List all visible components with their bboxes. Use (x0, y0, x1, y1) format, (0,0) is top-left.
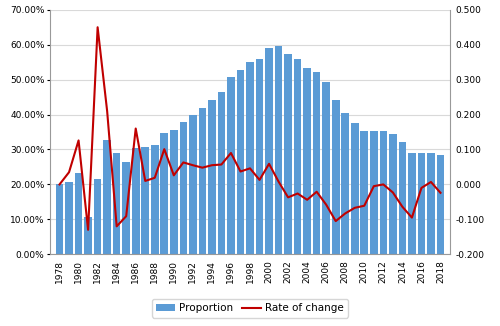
Bar (160, 133, 168, 254)
Rate of change (162, 147, 168, 151)
Bar (132, 148, 140, 254)
Rate of change (390, 190, 396, 194)
Bar (322, 82, 330, 254)
Bar (198, 108, 206, 254)
Rate of change (228, 151, 234, 155)
Rate of change (238, 170, 244, 173)
Rate of change (66, 170, 72, 174)
Bar (427, 153, 435, 254)
Rate of change (400, 205, 406, 209)
Bar (313, 72, 320, 254)
Bar (218, 92, 225, 254)
Bar (265, 48, 273, 254)
Rate of change (104, 109, 110, 113)
Bar (332, 100, 340, 254)
Rate of change (314, 190, 320, 194)
Bar (170, 130, 177, 254)
Rate of change (409, 216, 415, 220)
Rate of change (142, 179, 148, 183)
Rate of change (428, 180, 434, 184)
Rate of change (418, 186, 424, 190)
Bar (75, 173, 82, 254)
Bar (246, 62, 254, 254)
Bar (418, 153, 425, 254)
Bar (236, 70, 244, 254)
Rate of change (332, 219, 338, 223)
Rate of change (362, 204, 368, 208)
Bar (284, 54, 292, 254)
Rate of change (342, 212, 348, 215)
Bar (56, 185, 64, 254)
Bar (275, 46, 282, 254)
Rate of change (304, 198, 310, 202)
Rate of change (285, 195, 291, 199)
Rate of change (218, 163, 224, 167)
Rate of change (132, 126, 138, 130)
Rate of change (256, 178, 262, 182)
Bar (227, 77, 235, 254)
Rate of change (56, 183, 62, 186)
Bar (94, 179, 102, 254)
Bar (208, 100, 216, 254)
Rate of change (438, 191, 444, 195)
Bar (104, 140, 111, 254)
Bar (398, 142, 406, 254)
Rate of change (294, 192, 300, 196)
Rate of change (76, 139, 82, 142)
Rate of change (152, 176, 158, 180)
Bar (151, 145, 158, 254)
Rate of change (371, 184, 377, 188)
Rate of change (266, 162, 272, 166)
Line: Rate of change: Rate of change (60, 27, 440, 230)
Bar (342, 113, 349, 254)
Rate of change (171, 173, 177, 177)
Bar (180, 122, 187, 254)
Bar (304, 68, 311, 254)
Bar (256, 59, 264, 254)
Rate of change (209, 163, 215, 167)
Bar (113, 153, 120, 254)
Rate of change (94, 25, 100, 29)
Rate of change (190, 163, 196, 167)
Rate of change (200, 166, 205, 170)
Bar (380, 131, 387, 254)
Bar (389, 134, 396, 254)
Rate of change (380, 183, 386, 186)
Rate of change (247, 166, 253, 170)
Rate of change (323, 203, 329, 207)
Rate of change (123, 214, 129, 218)
Bar (408, 153, 416, 254)
Rate of change (352, 206, 358, 210)
Bar (360, 131, 368, 254)
Bar (351, 123, 358, 254)
Bar (65, 182, 73, 254)
Rate of change (114, 224, 119, 228)
Bar (84, 217, 92, 254)
Bar (436, 155, 444, 254)
Legend: Proportion, Rate of change: Proportion, Rate of change (152, 299, 348, 318)
Rate of change (85, 228, 91, 232)
Rate of change (180, 160, 186, 164)
Bar (294, 59, 302, 254)
Rate of change (276, 180, 281, 184)
Bar (142, 147, 149, 254)
Bar (370, 131, 378, 254)
Bar (189, 115, 196, 254)
Bar (122, 162, 130, 254)
